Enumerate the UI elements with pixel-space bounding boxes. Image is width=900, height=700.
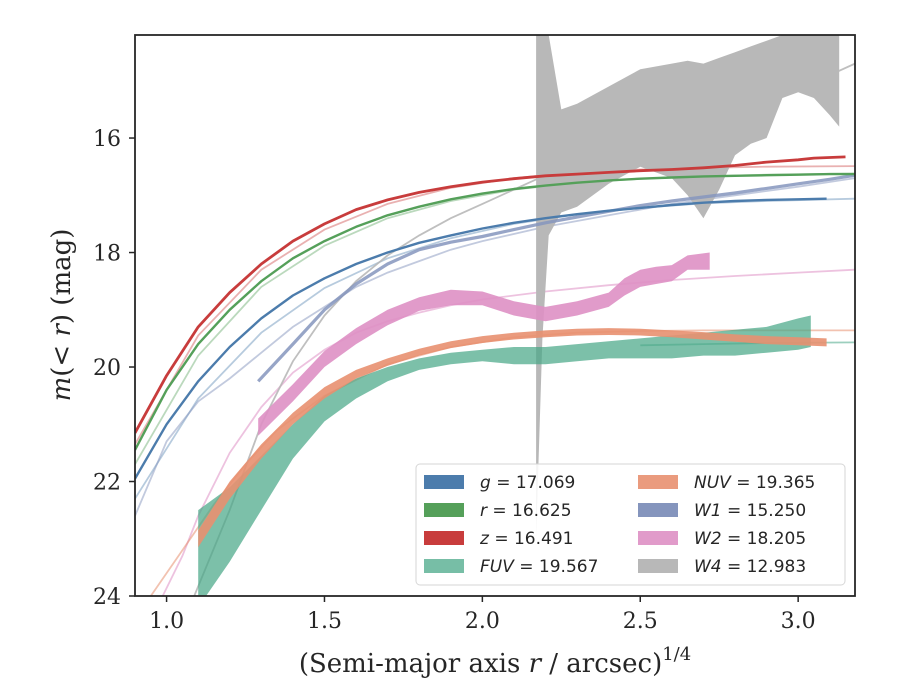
line-z xyxy=(135,155,846,434)
x-tick-label: 1.0 xyxy=(149,609,184,634)
x-tick-label: 2.0 xyxy=(465,609,500,634)
x-tick-label: 2.5 xyxy=(623,609,658,634)
y-tick-label: 24 xyxy=(93,585,121,610)
model-curve-r-model xyxy=(135,172,855,465)
legend-label-fuv: FUV = 19.567 xyxy=(480,557,598,577)
x-tick-label: 1.5 xyxy=(307,609,342,634)
legend-swatch-fuv xyxy=(424,559,464,573)
legend-label-w2: W2 = 18.205 xyxy=(694,529,806,549)
legend-label-w1: W1 = 15.250 xyxy=(694,501,806,521)
legend-swatch-w1 xyxy=(638,503,678,517)
x-axis-label: (Semi-major axis r / arcsec)1/4 xyxy=(299,644,691,679)
legend-swatch-w4 xyxy=(638,559,678,573)
ticks-layer: 1.0 1.5 2.0 2.5 3.0 16 18 20 22 24 xyxy=(93,127,816,634)
y-tick-label: 18 xyxy=(93,242,121,267)
plot-frame xyxy=(134,34,856,597)
band-fuv xyxy=(198,315,811,596)
legend-swatch-g xyxy=(424,475,464,489)
y-tick-label: 20 xyxy=(93,356,121,381)
line-r xyxy=(135,172,855,451)
line-g xyxy=(135,197,827,480)
legend-label-g: g = 17.069 xyxy=(480,473,575,493)
series-layer xyxy=(135,35,855,596)
legend-label-nuv: NUV = 19.365 xyxy=(694,473,815,493)
legend-box xyxy=(415,463,846,586)
x-tick-label: 3.0 xyxy=(781,609,816,634)
legend-label-z: z = 16.491 xyxy=(479,529,573,549)
y-axis-label: m(< r) (mag) xyxy=(47,229,77,402)
band-w2 xyxy=(258,252,710,436)
band-w4 xyxy=(536,35,840,539)
y-tick-label: 22 xyxy=(93,471,121,496)
legend-swatch-r xyxy=(424,503,464,517)
model-curve-w1-model xyxy=(135,177,855,517)
legend-label-w4: W4 = 12.983 xyxy=(694,557,806,577)
y-tick-label: 16 xyxy=(93,127,121,152)
legend-label-r: r = 16.625 xyxy=(480,501,572,521)
legend-swatch-nuv xyxy=(638,475,678,489)
legend-swatch-z xyxy=(424,531,464,545)
line-w1 xyxy=(257,173,855,383)
legend: g = 17.069 r = 16.625 z = 16.491 FUV = 19.5… xyxy=(415,463,846,586)
legend-swatch-w2 xyxy=(638,531,678,545)
